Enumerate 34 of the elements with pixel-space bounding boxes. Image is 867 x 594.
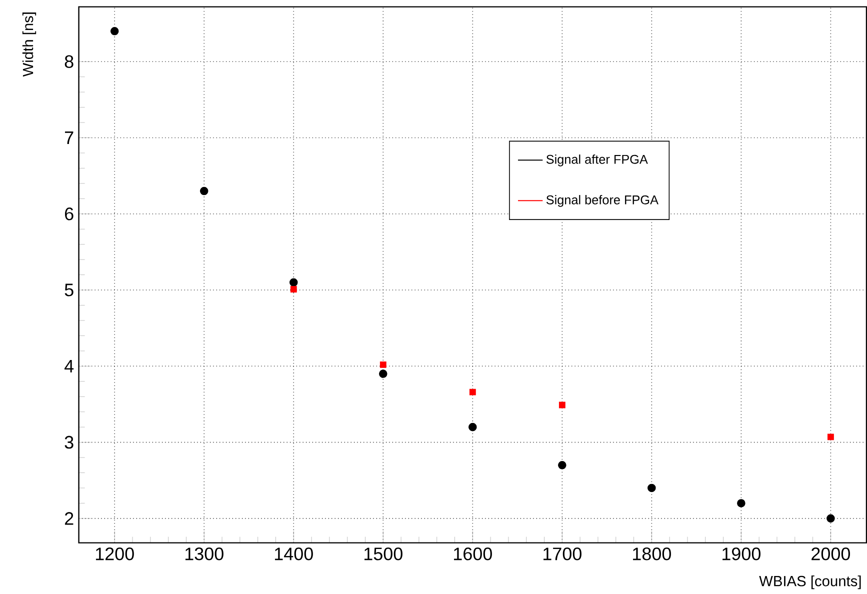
x-tick-label: 2000 bbox=[812, 548, 850, 560]
y-tick-label: 6 bbox=[65, 208, 74, 220]
point bbox=[558, 402, 566, 408]
y-tick-label: 5 bbox=[64, 284, 74, 296]
point bbox=[737, 499, 746, 508]
x-tick-label: 1700 bbox=[544, 548, 582, 560]
point bbox=[290, 286, 297, 292]
legend-label: Signal before FPGA bbox=[546, 195, 658, 207]
x-tick-label: 1200 bbox=[96, 548, 134, 560]
point bbox=[379, 370, 388, 378]
x-tick-label: 1500 bbox=[364, 548, 402, 560]
legend-label: Signal after FPGA bbox=[546, 154, 648, 166]
y-tick-label: 2 bbox=[64, 512, 74, 525]
point bbox=[289, 278, 298, 287]
point bbox=[827, 434, 834, 440]
point bbox=[558, 461, 566, 470]
point bbox=[469, 388, 476, 396]
y-tick-label: 4 bbox=[64, 360, 74, 372]
point bbox=[648, 484, 656, 492]
point bbox=[200, 186, 208, 196]
y-tick-label: 3 bbox=[64, 436, 74, 449]
x-tick-label: 1600 bbox=[454, 548, 492, 560]
x-axis-title: WBIAS [counts] bbox=[759, 576, 861, 590]
y-tick-label: 7 bbox=[65, 132, 74, 144]
x-tick-label: 1300 bbox=[185, 548, 224, 560]
y-tick-label: 8 bbox=[64, 55, 74, 68]
point bbox=[110, 27, 119, 36]
y-axis-title: Width [ns] bbox=[22, 12, 36, 77]
x-tick-label: 1800 bbox=[633, 548, 671, 560]
point bbox=[468, 422, 477, 432]
x-tick-label: 1400 bbox=[274, 548, 313, 560]
point bbox=[826, 514, 835, 523]
point bbox=[380, 361, 386, 368]
x-tick-label: 1900 bbox=[722, 548, 760, 560]
